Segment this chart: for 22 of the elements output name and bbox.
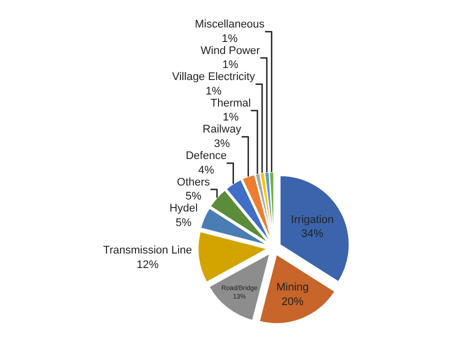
data-label: 4% bbox=[198, 164, 214, 176]
slice-label: Village Electricity bbox=[172, 71, 256, 84]
slice-label: Defence bbox=[186, 150, 227, 162]
data-label: 3% bbox=[214, 138, 230, 150]
data-label: 1% bbox=[206, 85, 222, 98]
slice-label: Mining bbox=[276, 282, 309, 294]
data-label: 5% bbox=[176, 216, 192, 229]
data-label: 12% bbox=[136, 258, 159, 271]
slice-label: Hydel bbox=[170, 202, 198, 215]
data-label: 1% bbox=[222, 112, 239, 124]
slice-label: Irrigation bbox=[290, 214, 334, 226]
slice-label: Thermal bbox=[210, 97, 251, 110]
data-label: 20% bbox=[282, 296, 304, 308]
slice-label: Miscellaneous bbox=[194, 18, 266, 30]
data-label: 1% bbox=[222, 32, 238, 45]
data-label: 1% bbox=[222, 59, 238, 72]
slice-label: Transmission Line bbox=[103, 244, 192, 257]
slice-label: Railway bbox=[202, 124, 242, 136]
data-label: 5% bbox=[185, 190, 202, 203]
slice-label: Others bbox=[176, 176, 210, 188]
slice-label: Wind Power bbox=[200, 44, 260, 57]
data-label: 34% bbox=[301, 228, 324, 240]
